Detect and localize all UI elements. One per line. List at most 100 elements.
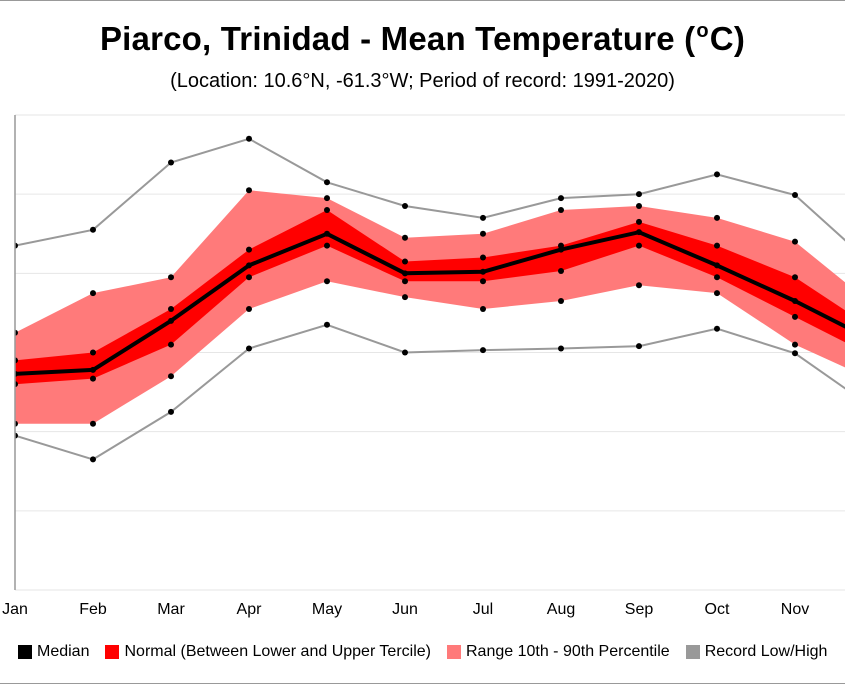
legend-swatch-median <box>18 645 32 659</box>
chart-title: Piarco, Trinidad - Mean Temperature (oC) <box>99 20 746 57</box>
point-record-high <box>324 179 330 186</box>
point-p10 <box>714 290 720 297</box>
point-p10 <box>636 282 642 289</box>
point-median <box>402 270 408 277</box>
point-record-high <box>714 171 720 178</box>
point-lower-tercile <box>714 274 720 281</box>
point-record-low <box>792 350 798 357</box>
point-median <box>480 268 486 275</box>
title-unit-superscript: o <box>696 20 709 42</box>
point-record-high <box>480 214 486 221</box>
point-median <box>90 366 96 373</box>
point-record-high <box>402 203 408 210</box>
point-upper-tercile <box>168 305 174 312</box>
point-p90 <box>90 290 96 297</box>
plot-area <box>15 135 845 463</box>
point-lower-tercile <box>636 242 642 249</box>
legend-swatch-record <box>685 645 700 659</box>
point-p10 <box>480 305 486 312</box>
point-median <box>324 230 330 237</box>
point-upper-tercile <box>480 254 486 261</box>
point-p10 <box>792 341 798 348</box>
point-upper-tercile <box>636 218 642 225</box>
point-p10 <box>324 278 330 285</box>
point-record-low <box>480 347 486 354</box>
point-lower-tercile <box>90 375 96 382</box>
legend-item-record: Record Low/High <box>685 643 828 661</box>
point-p10 <box>168 373 174 380</box>
point-record-high <box>558 195 564 202</box>
point-lower-tercile <box>402 278 408 285</box>
point-upper-tercile <box>792 274 798 281</box>
point-record-low <box>324 321 330 328</box>
point-median <box>558 246 564 253</box>
x-tick-label: Nov <box>781 601 809 618</box>
chart-legend: Median Normal (Between Lower and Upper T… <box>18 642 843 662</box>
x-tick-label: Apr <box>237 601 263 618</box>
chart-subtitle: (Location: 10.6°N, -61.3°W; Period of re… <box>170 70 675 92</box>
point-p10 <box>558 298 564 305</box>
point-record-high <box>636 191 642 198</box>
legend-item-range: Range 10th - 90th Percentile <box>447 643 670 661</box>
point-p90 <box>246 187 252 194</box>
point-upper-tercile <box>324 207 330 213</box>
x-tick-label: Jan <box>2 601 28 618</box>
point-p90 <box>714 214 720 221</box>
x-tick-label: Oct <box>705 601 730 618</box>
legend-item-normal: Normal (Between Lower and Upper Tercile) <box>105 643 431 661</box>
point-median <box>714 262 720 269</box>
x-tick-label: Jun <box>392 601 418 618</box>
point-lower-tercile <box>324 242 330 249</box>
point-median <box>636 229 642 236</box>
x-tick-label: Feb <box>79 601 107 618</box>
record-low-line <box>15 323 845 461</box>
record-high-line <box>15 137 845 247</box>
point-p10 <box>246 305 252 312</box>
legend-swatch-normal <box>105 645 120 659</box>
point-record-high <box>792 191 798 198</box>
point-p10 <box>90 420 96 427</box>
point-upper-tercile <box>90 349 96 356</box>
band-10-90-percentile <box>15 190 845 424</box>
legend-label-median: Median <box>37 643 90 660</box>
legend-label-normal: Normal (Between Lower and Upper Tercile) <box>124 643 431 660</box>
point-upper-tercile <box>714 242 720 249</box>
point-record-low <box>168 408 174 415</box>
point-lower-tercile <box>558 267 564 274</box>
point-p90 <box>402 234 408 241</box>
point-record-low <box>558 345 564 352</box>
point-p90 <box>324 195 330 202</box>
point-lower-tercile <box>168 341 174 348</box>
point-upper-tercile <box>402 258 408 265</box>
point-record-high <box>168 159 174 166</box>
legend-swatch-range <box>447 645 461 659</box>
point-record-low <box>246 345 252 352</box>
legend-item-median: Median <box>18 643 89 661</box>
point-median <box>168 317 174 324</box>
point-record-low <box>402 349 408 356</box>
point-p90 <box>792 238 798 245</box>
point-record-low <box>636 343 642 350</box>
point-upper-tercile <box>246 246 252 253</box>
point-record-high <box>246 135 252 142</box>
point-lower-tercile <box>480 278 486 285</box>
point-record-high <box>90 226 96 233</box>
median-line <box>15 230 845 376</box>
point-median <box>792 298 798 305</box>
point-p90 <box>168 274 174 281</box>
legend-label-range: Range 10th - 90th Percentile <box>466 643 670 660</box>
point-lower-tercile <box>246 274 252 281</box>
x-tick-label: Sep <box>625 601 654 618</box>
x-tick-label: May <box>312 601 342 618</box>
point-record-low <box>90 456 96 463</box>
point-p90 <box>558 207 564 213</box>
point-median <box>246 262 252 269</box>
x-tick-label: Jul <box>473 601 493 618</box>
legend-label-record: Record Low/High <box>704 643 828 660</box>
point-p90 <box>480 230 486 237</box>
point-record-low <box>714 325 720 332</box>
x-tick-label: Aug <box>547 601 575 618</box>
point-lower-tercile <box>792 313 798 320</box>
point-p10 <box>402 294 408 301</box>
